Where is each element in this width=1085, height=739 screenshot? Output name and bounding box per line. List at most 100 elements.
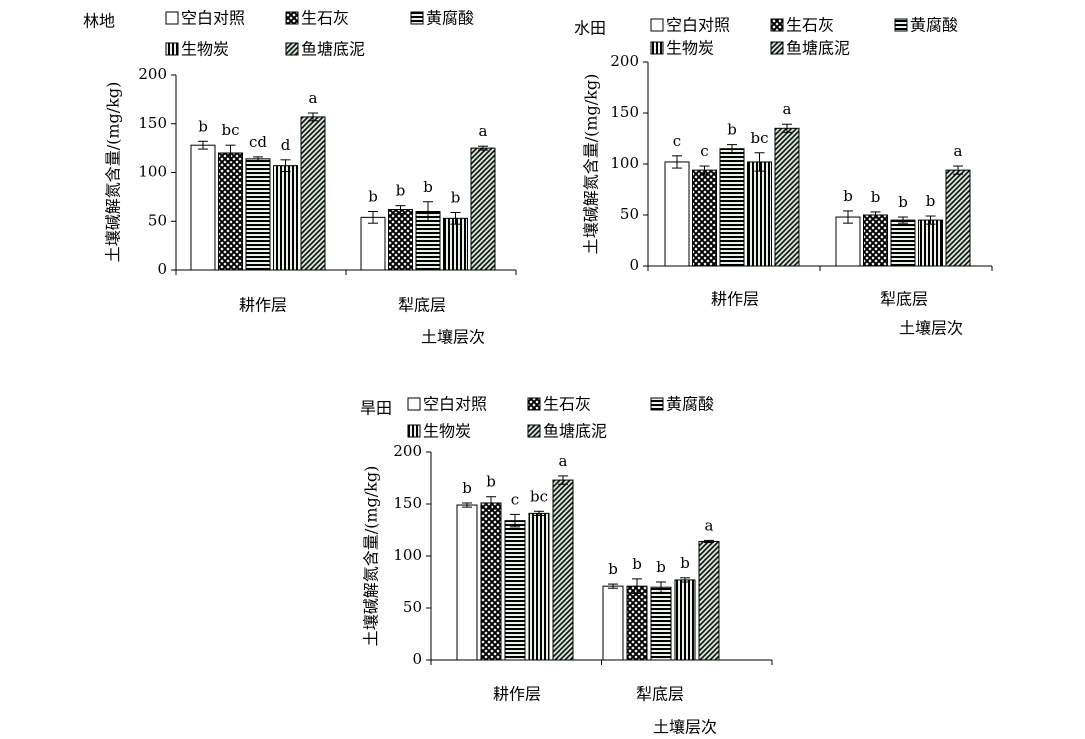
category-label: 耕作层 [239,296,287,315]
legend-swatch [894,18,908,32]
significance-label: b [423,178,433,196]
category-label: 犁底层 [636,685,684,704]
significance-label: a [954,142,963,160]
y-tick-label: 0 [157,260,167,278]
legend-label: 生石灰 [543,395,591,414]
y-tick-label: 50 [148,211,167,229]
legend-swatch [165,11,179,25]
y-tick-label: 0 [412,650,422,668]
x-axis-title: 土壤层次 [421,328,485,347]
bar [945,169,971,267]
bar [698,540,720,661]
bar [890,219,916,267]
legend-label: 生石灰 [786,16,834,35]
bar [528,512,550,661]
significance-label: a [479,122,488,140]
significance-label: cd [249,133,267,151]
y-tick-label: 150 [610,103,639,121]
bar [480,502,502,661]
panel-title: 旱田 [360,399,392,418]
category-label: 耕作层 [711,290,759,309]
y-tick-label: 200 [138,65,167,83]
y-axis-title: 土壤碱解氮含量/(mg/kg) [104,82,123,263]
legend-label: 空白对照 [181,9,245,28]
y-tick-label: 200 [393,442,422,460]
bar [664,161,690,267]
significance-label: c [700,142,708,160]
significance-label: b [486,473,496,491]
bar [918,219,943,267]
y-axis-title: 土壤碱解氮含量/(mg/kg) [582,74,601,255]
x-axis-title: 土壤层次 [899,319,963,338]
legend-label: 鱼塘底泥 [786,39,850,58]
legend-label: 生物炭 [423,422,471,441]
legend-swatch [527,397,541,411]
bar [190,144,216,271]
legend-label: 空白对照 [423,395,487,414]
legend-swatch [650,41,664,55]
significance-label: b [451,188,461,206]
bar [456,504,478,661]
legend-swatch [285,42,299,56]
bar [719,148,745,267]
significance-label: c [673,132,681,150]
significance-label: b [632,555,642,573]
bar [650,586,672,661]
y-tick-label: 100 [393,546,422,564]
legend-label: 黄腐酸 [426,9,474,28]
legend-swatch [770,18,784,32]
bar [692,169,717,267]
bar [443,217,468,271]
y-tick-label: 150 [138,114,167,132]
bar [273,165,298,271]
legend-swatch [770,41,784,55]
legend-label: 黄腐酸 [910,16,958,35]
y-tick-label: 50 [403,598,422,616]
significance-label: b [898,193,908,211]
bar [774,127,800,267]
bar [470,147,496,271]
bar [674,579,696,661]
significance-label: b [843,187,853,205]
significance-label: bc [750,129,768,147]
y-tick-label: 200 [610,52,639,70]
bar [360,216,386,271]
bar [552,479,574,661]
significance-label: b [871,188,881,206]
significance-label: a [309,89,318,107]
significance-label: b [396,182,406,200]
bar [218,152,243,271]
legend-swatch [407,397,421,411]
bar [747,161,772,267]
significance-label: bc [221,121,239,139]
legend-swatch [410,11,424,25]
significance-label: a [559,452,568,470]
bar [388,209,413,271]
significance-label: bc [530,487,548,505]
legend-label: 生石灰 [301,9,349,28]
significance-label: b [926,192,936,210]
panel-title: 林地 [83,12,115,31]
legend-swatch [650,397,664,411]
significance-label: b [608,560,618,578]
bar [602,585,624,661]
legend-swatch [650,18,664,32]
bar [863,214,888,267]
panel-title: 水田 [574,19,606,38]
y-tick-label: 150 [393,494,422,512]
significance-label: b [680,554,690,572]
legend-label: 鱼塘底泥 [301,40,365,59]
legend-label: 生物炭 [666,39,714,58]
significance-label: b [368,188,378,206]
bar [504,520,526,661]
x-axis-title: 土壤层次 [653,718,717,737]
legend-label: 空白对照 [666,16,730,35]
significance-label: b [462,479,472,497]
significance-label: b [198,117,208,135]
legend-label: 生物炭 [181,40,229,59]
significance-label: d [281,136,291,154]
significance-label: a [783,100,792,118]
